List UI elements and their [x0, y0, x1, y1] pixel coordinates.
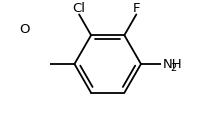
- Text: F: F: [133, 2, 141, 15]
- Text: Cl: Cl: [72, 2, 85, 15]
- Text: 2: 2: [171, 63, 177, 72]
- Text: NH: NH: [163, 58, 183, 71]
- Text: O: O: [19, 22, 30, 35]
